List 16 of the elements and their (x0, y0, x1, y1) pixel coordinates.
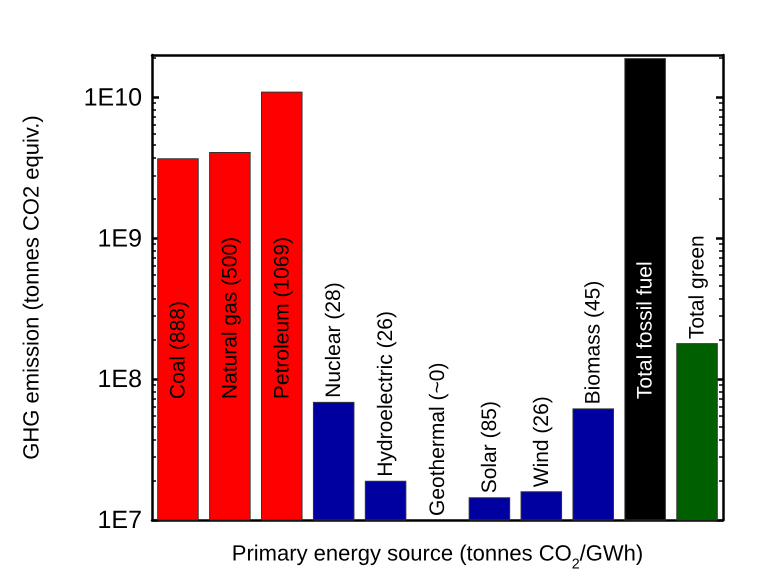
x-tick-label: Total fossil fuel (634, 261, 657, 400)
x-tick-label: Coal (888) (166, 301, 190, 400)
x-tick-label: Natural gas (500) (218, 236, 242, 400)
y-tick-label: 1E9 (98, 224, 142, 252)
y-tick-label: 1E10 (84, 83, 142, 112)
x-tick-label: Total green (686, 235, 709, 340)
x-tick-label: Nuclear (28) (322, 282, 346, 398)
x-tick-label: Petroleum (1069) (270, 236, 294, 400)
x-tick-label: Biomass (45) (582, 280, 605, 404)
x-tick-label: Hydroelectric (26) (374, 311, 398, 477)
y-tick-label: 1E8 (98, 365, 142, 394)
x-tick-label: Solar (85) (478, 401, 501, 494)
y-axis-title: GHG emission (tonnes CO2 equiv.) (18, 115, 44, 460)
x-tick-label: Geothermal (~0) (426, 362, 449, 516)
x-tick-label: Wind (26) (530, 396, 553, 488)
y-tick-label: 1E7 (98, 506, 142, 534)
